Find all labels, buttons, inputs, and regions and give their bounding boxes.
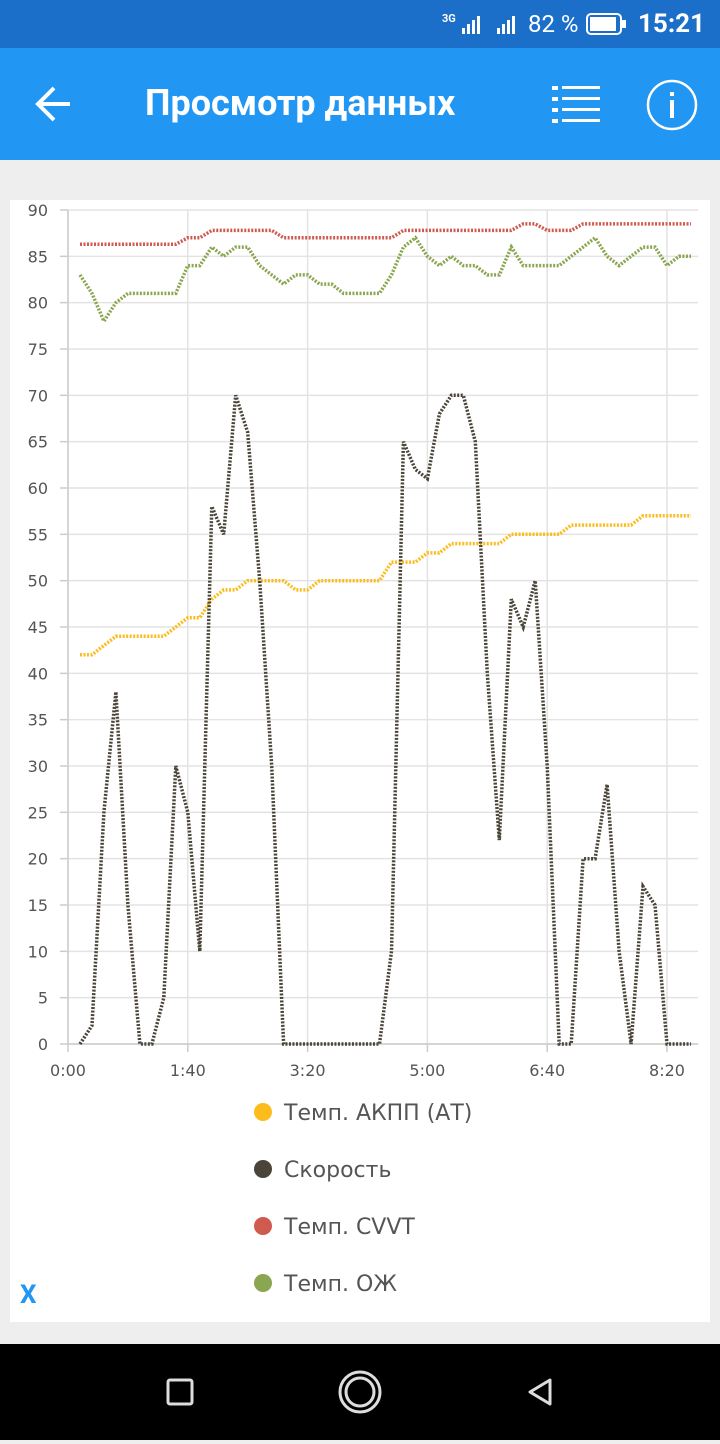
clock: 15:21 <box>638 9 705 39</box>
y-tick-label: 20 <box>28 850 48 869</box>
series-line <box>78 393 691 1046</box>
y-tick-label: 60 <box>28 479 48 498</box>
x-tick-label: 1:40 <box>170 1061 206 1080</box>
status-bar: 3G 82 % 15:21 <box>0 0 720 48</box>
network-type: 3G <box>442 12 456 25</box>
y-tick-label: 90 <box>28 201 48 220</box>
y-tick-label: 45 <box>28 618 48 637</box>
x-tick-label: 6:40 <box>529 1061 565 1080</box>
battery-icon <box>586 13 626 35</box>
home-button[interactable] <box>338 1370 382 1414</box>
chart: 0 5 10 15 20 25 30 35 40 45 50 55 60 65 70 75 80 85 90 0:00… <box>28 201 699 1297</box>
nav-icons <box>166 1370 552 1414</box>
y-tick-label: 80 <box>28 294 48 313</box>
y-tick-label: 55 <box>28 525 48 544</box>
x-tick-label: 5:00 <box>409 1061 445 1080</box>
legend-marker <box>254 1274 272 1292</box>
y-tick-label: 65 <box>28 433 48 452</box>
app-bar: Просмотр данных <box>0 48 720 160</box>
legend-marker <box>254 1103 272 1121</box>
back-button[interactable] <box>34 84 74 124</box>
close-button[interactable]: X <box>20 1280 37 1310</box>
page-title: Просмотр данных <box>145 82 456 124</box>
y-tick-label: 0 <box>38 1035 48 1054</box>
series-line <box>80 514 691 657</box>
signal-icons <box>462 16 515 34</box>
battery-level: 82 % <box>528 10 579 38</box>
y-tick-label: 5 <box>38 989 48 1008</box>
legend-marker <box>254 1217 272 1235</box>
y-tick-label: 75 <box>28 340 48 359</box>
y-tick-label: 10 <box>28 942 48 961</box>
legend-marker <box>254 1160 272 1178</box>
info-button[interactable] <box>645 78 699 132</box>
series-line <box>78 235 691 325</box>
y-tick-label: 70 <box>28 386 48 405</box>
y-tick-label: 30 <box>28 757 48 776</box>
chart-card <box>10 200 710 1322</box>
x-tick-label: 0:00 <box>50 1061 86 1080</box>
legend-label: Скорость <box>284 1158 391 1183</box>
y-tick-label: 50 <box>28 572 48 591</box>
legend-label: Темп. ОЖ <box>283 1272 397 1297</box>
y-tick-label: 35 <box>28 711 48 730</box>
y-tick-label: 15 <box>28 896 48 915</box>
legend-label: Темп. АКПП (АТ) <box>283 1101 472 1126</box>
series-line <box>80 222 691 247</box>
y-tick-label: 85 <box>28 247 48 266</box>
x-tick-label: 8:20 <box>649 1061 685 1080</box>
y-tick-label: 40 <box>28 664 48 683</box>
back-nav-button[interactable] <box>528 1378 552 1406</box>
nav-bar <box>0 1344 720 1440</box>
x-tick-label: 3:20 <box>290 1061 326 1080</box>
y-tick-label: 25 <box>28 803 48 822</box>
list-button[interactable] <box>550 84 602 124</box>
recent-button[interactable] <box>166 1378 194 1406</box>
legend-label: Темп. CVVT <box>283 1215 415 1240</box>
